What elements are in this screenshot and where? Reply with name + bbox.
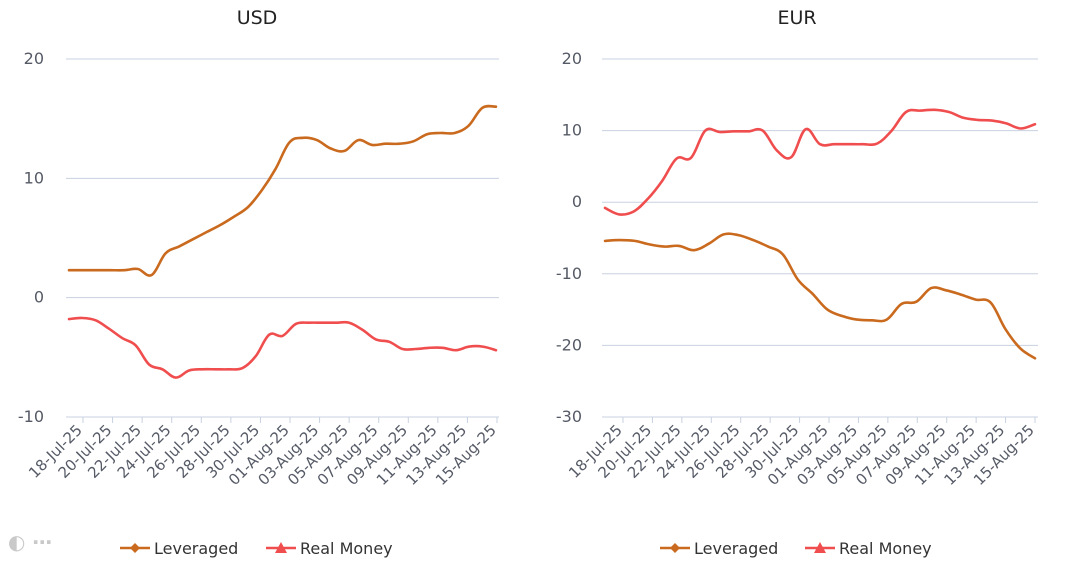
usd-series-real-money	[67, 316, 498, 379]
legend-leveraged-marker	[130, 543, 140, 553]
eur-series-real-money	[603, 108, 1037, 216]
usd-y-tick-label: 0	[34, 288, 44, 307]
watermark-logo: ◐ ⋯	[8, 530, 53, 554]
usd-y-tick-label: 20	[24, 49, 44, 68]
eur-y-tick-label: -20	[556, 335, 582, 354]
usd-chart-title: USD	[237, 7, 278, 29]
legend-leveraged-marker	[670, 543, 680, 553]
legend-real-money-marker	[814, 542, 826, 553]
eur-y-tick-label: -10	[556, 264, 582, 283]
eur-legend-real-money: Real Money	[839, 539, 932, 558]
eur-series-leveraged	[603, 232, 1037, 360]
usd-legend-leveraged: Leveraged	[154, 539, 238, 558]
usd-y-tick-label: -10	[18, 407, 44, 426]
eur-legend-leveraged: Leveraged	[694, 539, 778, 558]
legend-real-money-marker	[275, 542, 287, 553]
eur-y-tick-label: 0	[572, 192, 582, 211]
eur-y-tick-label: 20	[562, 49, 582, 68]
eur-y-tick-label: -30	[556, 407, 582, 426]
usd-legend: Leveraged Real Money	[120, 539, 393, 558]
usd-series-leveraged	[67, 104, 498, 277]
eur-chart-panel: EUR -30-20-100102018-Jul-2520-Jul-2522-J…	[556, 7, 1038, 489]
usd-chart-panel: USD -100102018-Jul-2520-Jul-2522-Jul-252…	[18, 7, 500, 489]
usd-y-tick-label: 10	[24, 168, 44, 187]
usd-legend-real-money: Real Money	[300, 539, 393, 558]
eur-chart-title: EUR	[777, 7, 816, 29]
eur-legend: Leveraged Real Money	[660, 539, 932, 558]
eur-y-tick-label: 10	[562, 121, 582, 140]
